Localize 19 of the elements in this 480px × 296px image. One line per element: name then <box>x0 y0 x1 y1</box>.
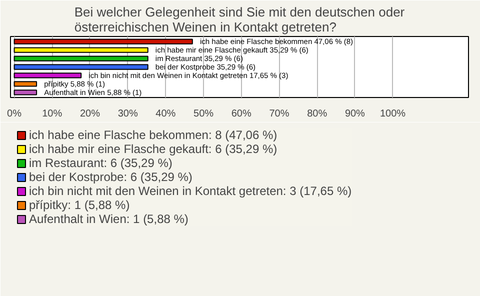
x-tick-label: 0% <box>7 108 22 120</box>
x-tick-label: 100% <box>380 108 406 120</box>
legend-label: přípitky: 1 (5,88 %) <box>29 198 130 212</box>
legend-label: ich habe eine Flasche bekommen: 8 (47,06 %) <box>29 128 278 142</box>
x-tick-label: 70% <box>269 108 290 120</box>
legend-label: im Restaurant: 6 (35,29 %) <box>29 156 172 170</box>
legend-label: bei der Kostprobe: 6 (35,29 %) <box>29 170 192 184</box>
legend-label: Aufenthalt in Wien: 1 (5,88 %) <box>29 212 188 226</box>
x-tick-label: 90% <box>344 108 366 120</box>
x-tick-label: 80% <box>307 108 328 120</box>
x-tick-label: 10% <box>42 108 62 120</box>
x-tick-label: 60% <box>231 108 252 120</box>
x-tick-label: 30% <box>118 108 138 120</box>
x-tick-label: 50% <box>194 108 214 120</box>
x-tick-label: 20% <box>80 108 100 120</box>
legend-label: ich bin nicht mit den Weinen in Kontakt getreten: 3 (17,65 %) <box>29 184 352 198</box>
legend-label: ich habe mir eine Flasche gekauft: 6 (35,29 %) <box>29 142 278 156</box>
x-tick-label: 40% <box>156 108 176 120</box>
chart-title: Bei welcher Gelegenheit sind Sie mit den deutschen oder österreichischen Weinen in Kontakt getreten? <box>74 4 406 34</box>
